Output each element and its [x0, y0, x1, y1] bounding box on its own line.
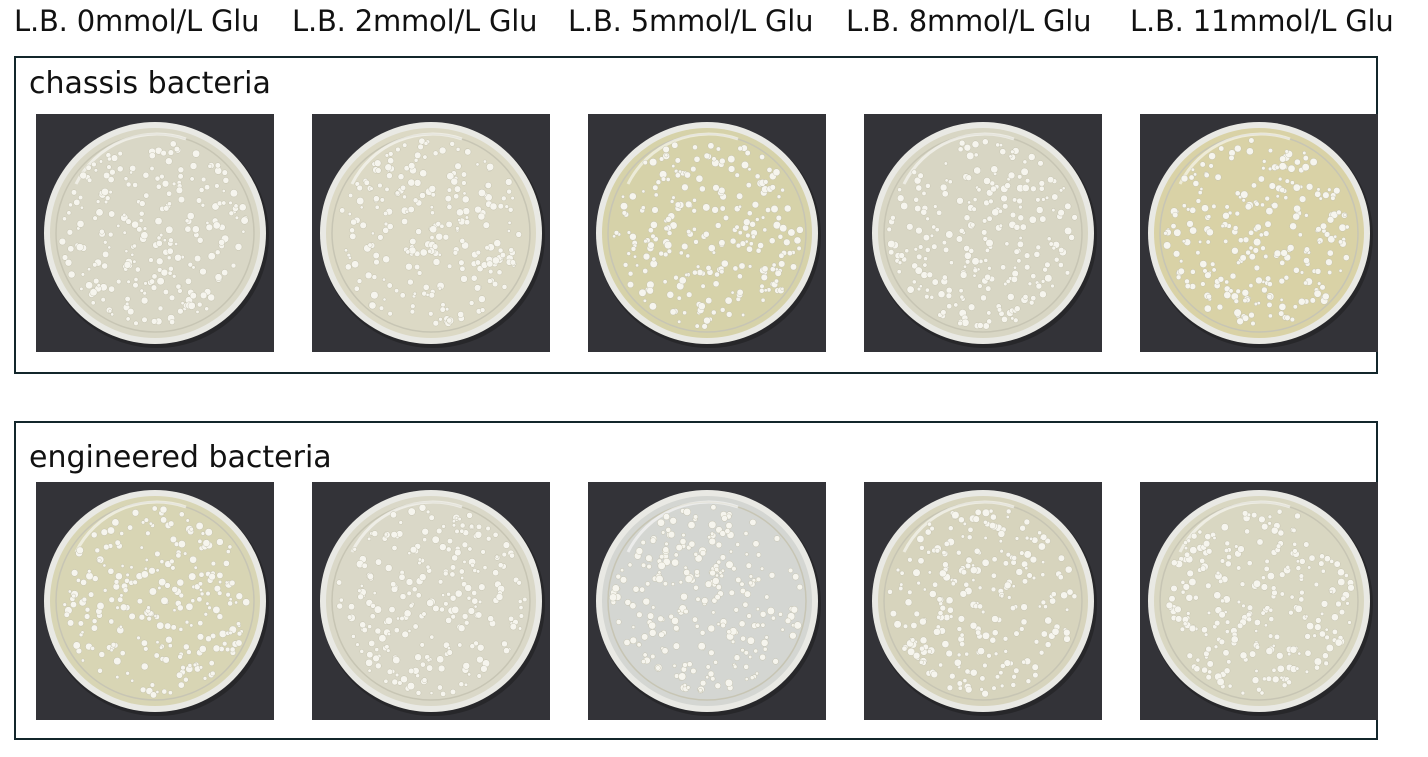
plate-chassis-2mmol [312, 114, 550, 352]
column-header-5mmol: L.B. 5mmol/L Glu [568, 4, 814, 38]
petri-dish-graphic [864, 114, 1102, 352]
petri-dish-graphic [312, 482, 550, 720]
petri-dish-graphic [1140, 114, 1378, 352]
group-title-engineered: engineered bacteria [29, 440, 332, 475]
column-header-0mmol: L.B. 0mmol/L Glu [14, 4, 260, 38]
plate-engineered-8mmol [864, 482, 1102, 720]
plate-chassis-8mmol [864, 114, 1102, 352]
plate-chassis-11mmol [1140, 114, 1378, 352]
plate-engineered-0mmol [36, 482, 274, 720]
petri-dish-graphic [36, 482, 274, 720]
petri-dish-graphic [1140, 482, 1378, 720]
petri-dish-graphic [36, 114, 274, 352]
plate-chassis-5mmol [588, 114, 826, 352]
column-header-2mmol: L.B. 2mmol/L Glu [292, 4, 538, 38]
petri-dish-graphic [588, 114, 826, 352]
plate-engineered-2mmol [312, 482, 550, 720]
plate-engineered-11mmol [1140, 482, 1378, 720]
plate-chassis-0mmol [36, 114, 274, 352]
petri-dish-graphic [312, 114, 550, 352]
petri-dish-graphic [588, 482, 826, 720]
column-header-11mmol: L.B. 11mmol/L Glu [1130, 4, 1394, 38]
column-header-8mmol: L.B. 8mmol/L Glu [846, 4, 1092, 38]
petri-dish-graphic [864, 482, 1102, 720]
group-title-chassis: chassis bacteria [29, 66, 271, 101]
plate-engineered-5mmol [588, 482, 826, 720]
